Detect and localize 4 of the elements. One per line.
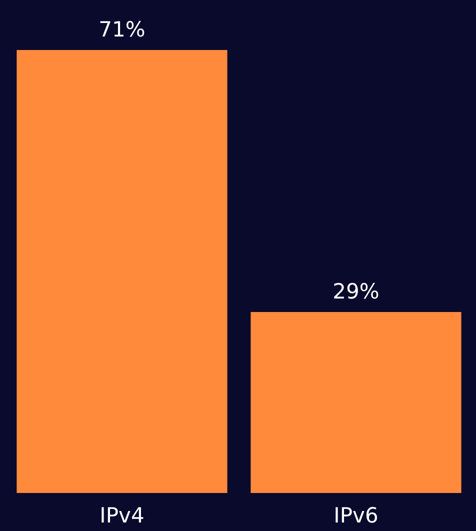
data-label: 71%: [98, 18, 146, 42]
data-label: 29%: [332, 280, 380, 304]
x-tick-label: IPv6: [334, 504, 378, 528]
x-tick-label: IPv4: [100, 504, 144, 528]
